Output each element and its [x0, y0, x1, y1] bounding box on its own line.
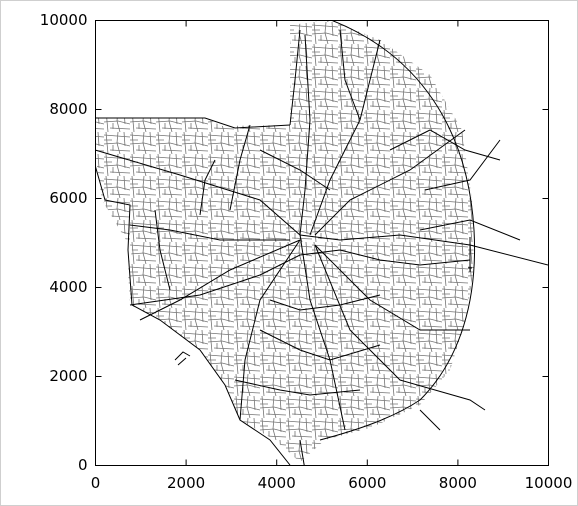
x-tick-label: 8000: [439, 474, 477, 492]
x-tick-label: 4000: [258, 474, 296, 492]
y-tick-label: 0: [78, 456, 88, 474]
x-tick-label: 0: [91, 474, 101, 492]
y-tick-label: 8000: [49, 100, 87, 118]
x-tick-label: 6000: [348, 474, 386, 492]
x-tick-label: 10000: [525, 474, 573, 492]
y-tick-label: 10000: [40, 11, 88, 29]
x-tick-label: 2000: [167, 474, 205, 492]
y-tick-label: 6000: [49, 189, 87, 207]
y-tick-label: 2000: [49, 367, 87, 385]
y-tick-label: 4000: [49, 278, 87, 296]
chart: 0 2000 4000 6000 8000 10000 0 2000 4000 6000 8000 1…: [0, 0, 578, 506]
